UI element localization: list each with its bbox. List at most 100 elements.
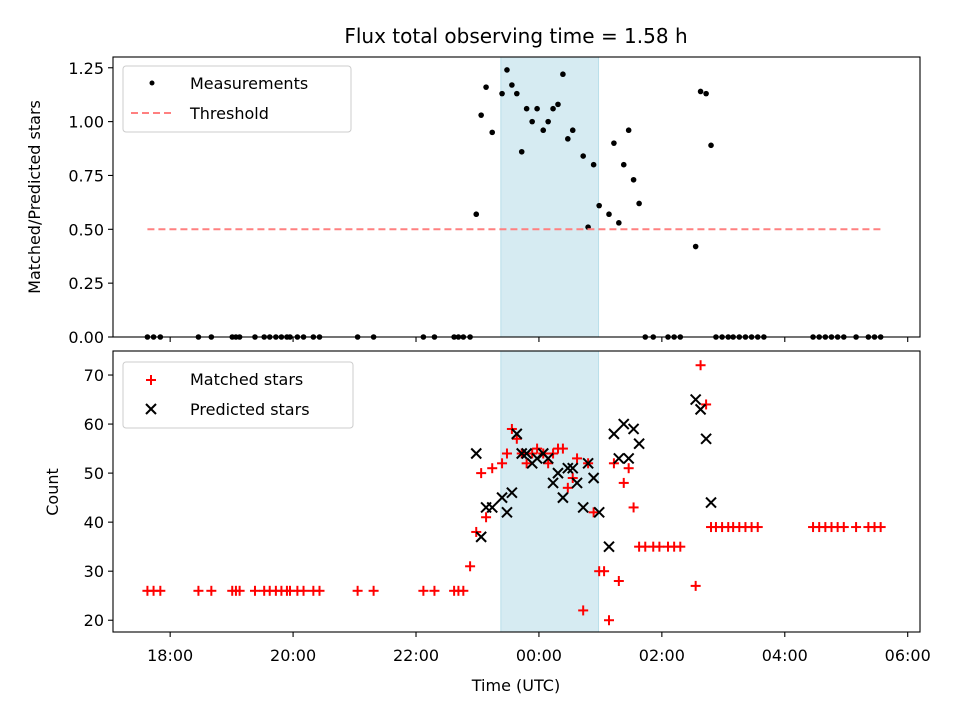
matched-stars-point: [532, 443, 543, 454]
predicted-stars-point: [475, 531, 487, 543]
matched-stars-point: [429, 585, 440, 596]
measurement-point: [555, 101, 561, 108]
predicted-stars-point: [613, 452, 625, 465]
top-legend: Measurements Threshold: [122, 65, 352, 133]
predicted-stars-point: [603, 540, 615, 553]
predicted-stars-point: [552, 467, 564, 479]
matched-stars-point: [206, 585, 217, 596]
matched-stars-point: [521, 458, 532, 469]
measurement-point: [499, 90, 505, 97]
matched-stars-point: [690, 580, 701, 591]
predicted-stars-point: [542, 452, 554, 465]
bottom-legend: Matched stars Predicted stars: [122, 361, 354, 429]
measurement-point: [504, 67, 510, 73]
measurement-point: [473, 211, 480, 218]
matched-stars-point: [368, 585, 379, 596]
predicted-stars-point: [627, 423, 640, 435]
predicted-stars-point: [567, 462, 579, 474]
matched-stars-point: [543, 458, 554, 469]
matched-stars-point: [352, 585, 363, 596]
measurement-point: [514, 90, 520, 97]
y-tick-label: 1.25: [68, 59, 104, 78]
x-tick-label: 18:00: [147, 646, 193, 665]
measurement-point: [703, 90, 709, 97]
measurement-point: [606, 211, 612, 218]
predicted-stars-point: [593, 506, 605, 519]
matched-stars-point: [476, 468, 487, 479]
matched-stars-point: [458, 585, 469, 596]
matched-stars-point: [497, 458, 508, 469]
y-tick-label: 40: [84, 513, 104, 532]
y-tick-label: 30: [84, 562, 104, 581]
observing-window-span: [500, 56, 600, 338]
predicted-stars-point: [705, 496, 717, 509]
measurement-point: [708, 142, 714, 149]
measurement-point: [523, 105, 530, 112]
predicted-stars-point: [618, 418, 630, 430]
predicted-stars-point: [470, 447, 482, 460]
measurement-point: [590, 161, 597, 168]
matched-stars-point: [851, 522, 862, 533]
y-tick-label: 0.25: [68, 274, 104, 293]
predicted-stars-point: [582, 457, 594, 470]
matched-stars-point: [695, 360, 706, 371]
predicted-stars-point: [694, 403, 707, 416]
y-tick-label: 0.50: [68, 220, 104, 239]
top-legend-box: [122, 65, 352, 133]
legend-measurements-marker: [149, 80, 155, 86]
predicted-stars-point: [571, 477, 583, 489]
top-y-axis-label: Matched/Predicted stars: [25, 100, 44, 294]
y-tick-label: 70: [84, 366, 104, 385]
measurement-point: [545, 118, 551, 125]
x-tick-label: 02:00: [639, 646, 685, 665]
measurement-point: [616, 220, 622, 226]
measurement-point: [529, 118, 535, 125]
measurement-point: [483, 84, 489, 90]
measurement-point: [636, 200, 642, 207]
predicted-stars-point: [486, 501, 498, 514]
matched-stars-point: [628, 502, 639, 513]
predicted-stars-point: [689, 393, 702, 406]
measurement-point: [569, 127, 576, 134]
measurement-point: [692, 243, 699, 250]
matched-stars-point: [418, 585, 429, 596]
measurement-point: [489, 129, 496, 136]
predicted-stars-point: [496, 491, 508, 504]
matched-stars-point: [511, 433, 522, 444]
measurement-point: [560, 71, 566, 78]
predicted-stars-point: [506, 487, 518, 499]
matched-stars-point: [875, 522, 886, 533]
bottom-axes: 20 30 40 50 60 70 18:00 20:00 22:00 00:00 02:00 04…: [43, 350, 931, 695]
matched-stars-point: [562, 482, 573, 493]
matched-stars-point: [752, 522, 763, 533]
measurement-point: [697, 88, 704, 95]
x-tick-label: 04:00: [762, 646, 808, 665]
legend-predicted-marker: [145, 403, 157, 415]
predicted-stars-point: [547, 477, 559, 489]
chart-title: Flux total observing time = 1.58 h: [344, 24, 687, 48]
predicted-stars-point: [562, 462, 574, 474]
matched-stars-point: [675, 541, 686, 552]
measurement-point: [630, 176, 637, 183]
predicted-stars-point: [608, 428, 620, 440]
x-tick-label: 06:00: [885, 646, 931, 665]
y-tick-label: 50: [84, 464, 104, 483]
series-predicted-stars: [470, 393, 717, 553]
predicted-stars-point: [622, 452, 635, 465]
legend-measurements-label: Measurements: [190, 74, 308, 93]
measurement-point: [580, 153, 586, 159]
matched-stars-point: [604, 615, 615, 626]
y-tick-label: 1.00: [68, 113, 104, 132]
x-tick-label: 22:00: [393, 646, 439, 665]
x-tick-label: 20:00: [270, 646, 316, 665]
top-axes: 0.00 0.25 0.50 0.75 1.00 1.25 Matched/Predict…: [25, 56, 921, 347]
matched-stars-point: [618, 477, 629, 488]
predicted-stars-point: [557, 491, 569, 504]
bottom-axes-frame: [112, 350, 921, 633]
measurement-point: [478, 112, 484, 118]
matched-stars-point: [487, 463, 498, 474]
predicted-stars-point: [633, 437, 645, 450]
matched-stars-point: [481, 512, 492, 523]
matched-stars-point: [155, 585, 166, 596]
y-tick-label: 60: [84, 415, 104, 434]
